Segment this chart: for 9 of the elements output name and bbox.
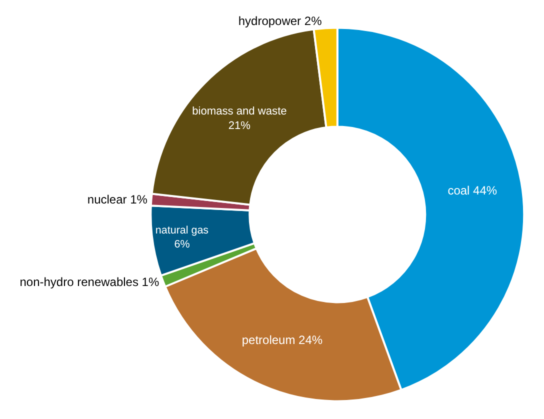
data-label: 21% bbox=[228, 120, 251, 132]
data-label: 6% bbox=[174, 238, 190, 250]
slice-label: nuclear 1% bbox=[87, 192, 148, 207]
slice-label: petroleum 24% bbox=[242, 333, 323, 348]
slice-label: natural gas bbox=[155, 224, 209, 236]
slice-label: non-hydro renewables 1% bbox=[20, 275, 160, 290]
slice-label: biomass and waste bbox=[192, 106, 287, 118]
slice-label: coal 44% bbox=[448, 184, 498, 198]
slice-label: hydropower 2% bbox=[238, 14, 322, 28]
